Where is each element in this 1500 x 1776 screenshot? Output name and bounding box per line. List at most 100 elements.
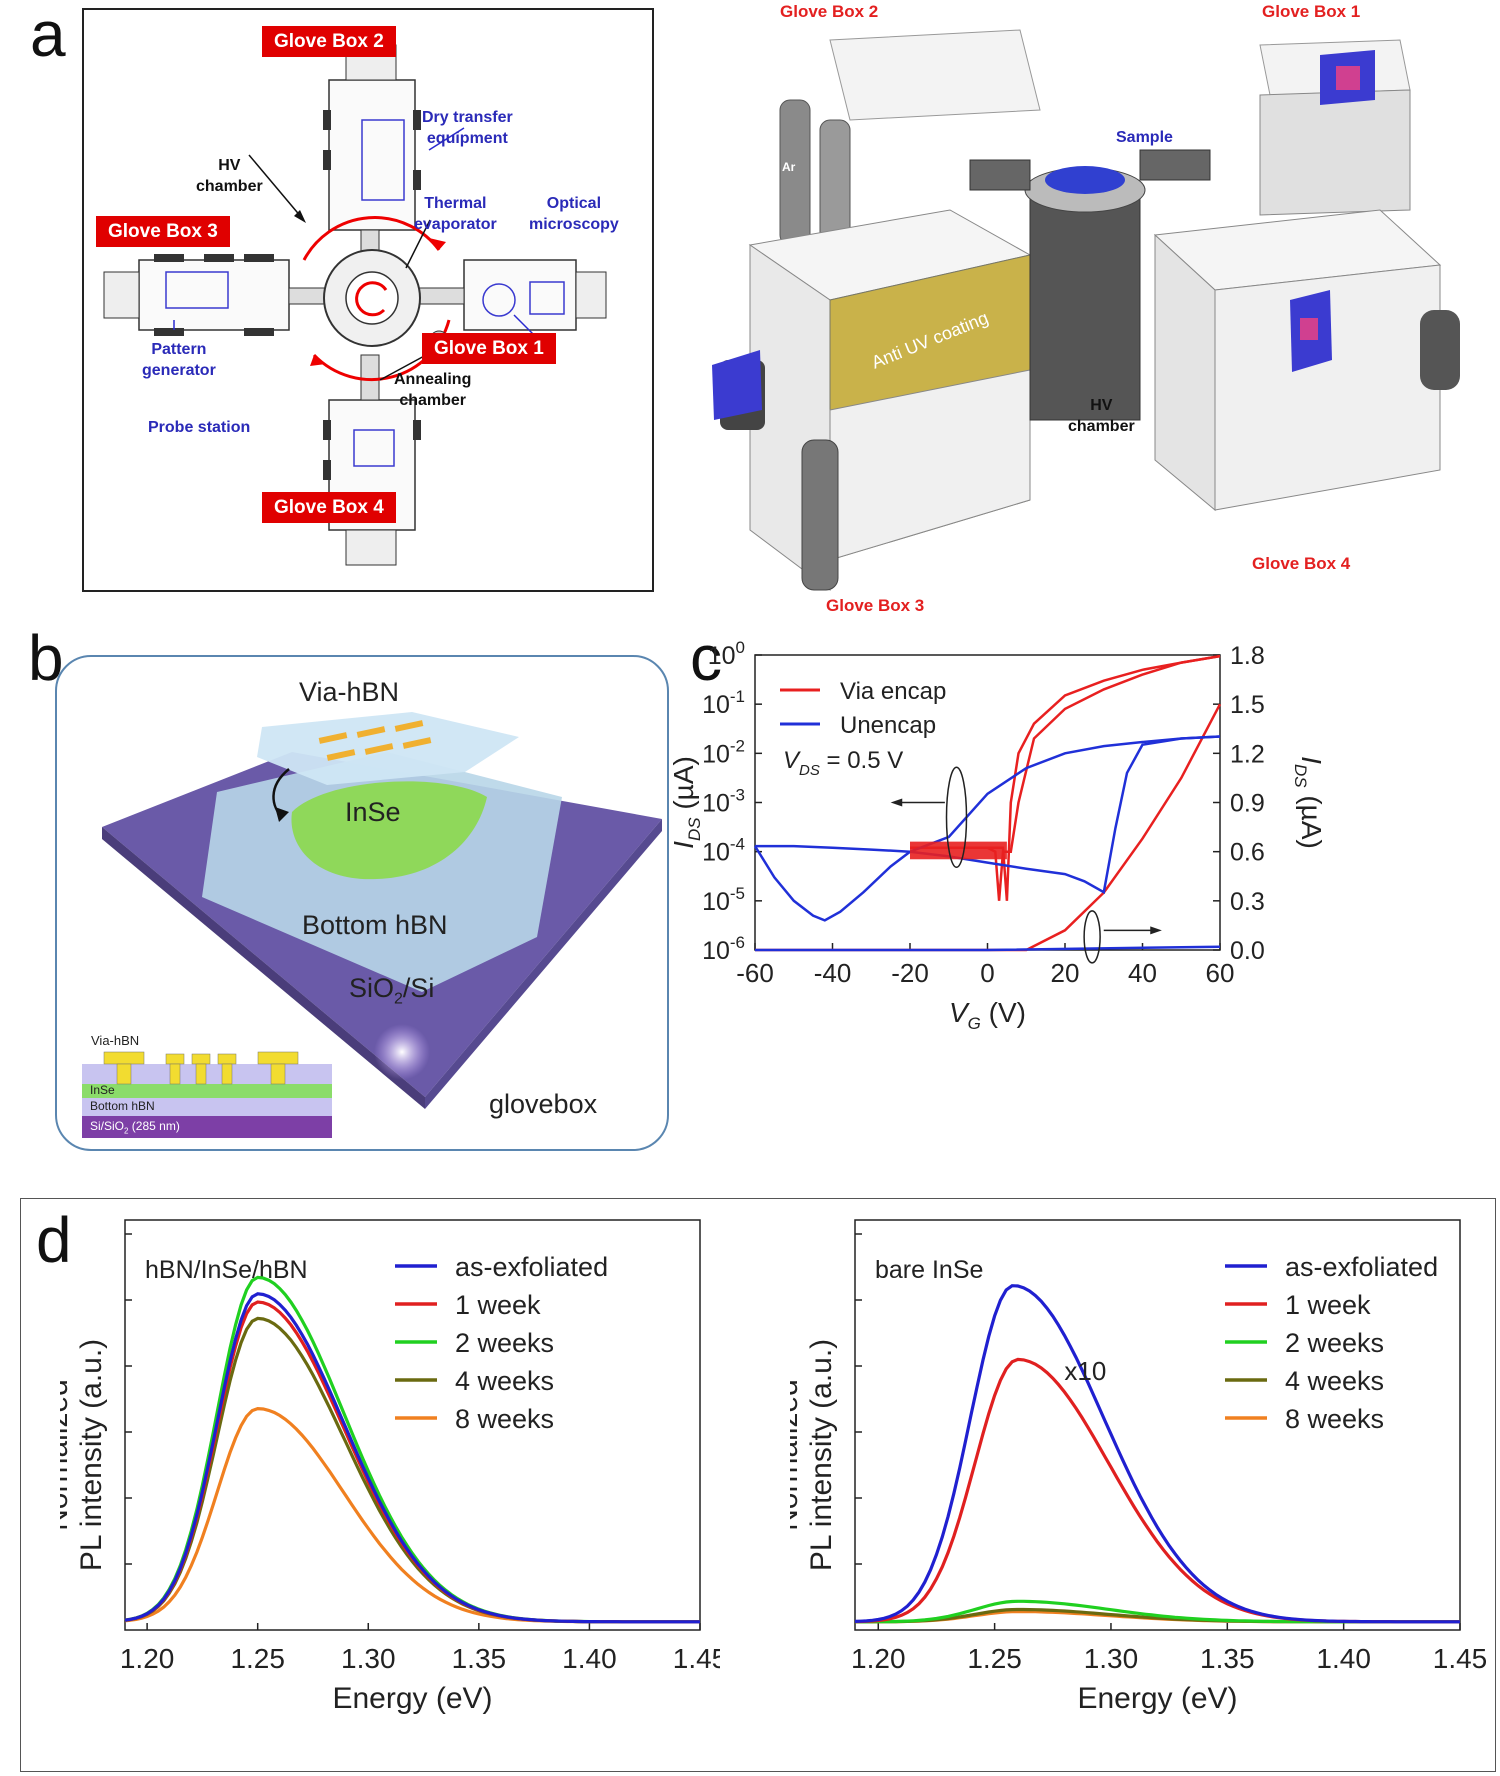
pl-curve <box>124 1300 700 1624</box>
linear-sweep <box>755 945 1221 952</box>
legend-label: 8 weeks <box>455 1404 554 1434</box>
right-axis-arrowhead <box>1150 926 1162 935</box>
annealing-chamber-label: Annealing chamber <box>394 371 472 409</box>
panel-label-a: a <box>30 0 66 70</box>
y-left-axis-label-var: I <box>668 841 699 849</box>
y-left-tick-base: 10 <box>702 937 730 965</box>
x-axis-label: VG (V) <box>949 997 1026 1033</box>
optical-microscopy-label: Optical microscopy <box>529 195 619 233</box>
y-right-tick-label: 0.9 <box>1230 790 1265 818</box>
pattern-generator-label: Pattern generator <box>142 341 216 379</box>
x-tick-label: -60 <box>736 958 774 988</box>
x-axis-label-unit: (V) <box>981 997 1026 1028</box>
inset-substrate-text: Si/SiO <box>90 1119 125 1133</box>
y-left-tick-exp: -2 <box>730 736 745 755</box>
y-right-axis-label-unit: (µA) <box>1296 788 1327 849</box>
chart-c-frame <box>754 654 1221 951</box>
pl-frame <box>854 1219 1461 1631</box>
x-tick-label: 40 <box>1128 958 1157 988</box>
x-tick-label: 1.45 <box>673 1643 720 1674</box>
pl-curve <box>124 1292 700 1624</box>
x-tick-label: 1.40 <box>1316 1643 1371 1674</box>
legend-label: 8 weeks <box>1285 1404 1384 1434</box>
log-reverse-sweep <box>910 654 1221 901</box>
x-tick-label: -40 <box>814 958 852 988</box>
sio2-si-label: SiO2/Si <box>349 973 434 1008</box>
chart-c-plot: -60 -40 -20 0 20 40 6010010-110-210-310-410-51… <box>668 640 1327 1033</box>
vds-annotation-sub: DS <box>799 762 820 779</box>
y-right-tick-label: 0.3 <box>1230 888 1265 916</box>
legend-label: Via encap <box>840 678 946 705</box>
pl-sample-title: hBN/InSe/hBN <box>145 1256 308 1284</box>
render-hv-chamber-label: HV chamber <box>1068 397 1135 435</box>
x-tick-label: 0 <box>980 958 994 988</box>
inset-inse-label: InSe <box>90 1083 115 1097</box>
transfer-curve-chart: -60 -40 -20 0 20 40 6010010-110-210-310-410-51… <box>668 640 1327 1033</box>
x-axis-label-sub: G <box>968 1014 981 1033</box>
y-left-tick-label: 100 <box>708 640 745 670</box>
x-tick-label: 1.20 <box>851 1643 906 1674</box>
y-left-tick-label: 10-3 <box>702 786 745 818</box>
via-encap-noise-band <box>910 841 1007 860</box>
render-glove-box-3-label: Glove Box 3 <box>826 596 925 615</box>
x-tick-label: 20 <box>1051 958 1080 988</box>
sio2-tail: /Si <box>402 973 435 1003</box>
y-left-tick-base: 10 <box>708 642 736 670</box>
y-left-tick-label: 10-2 <box>702 736 745 768</box>
legend-label: 4 weeks <box>1285 1366 1384 1396</box>
y-left-tick-base: 10 <box>702 691 730 719</box>
y-left-axis-label-sub: DS <box>685 817 704 841</box>
legend-label: 1 week <box>455 1290 541 1320</box>
sio2-sub: 2 <box>394 990 403 1008</box>
x-axis-label: Energy (eV) <box>332 1682 492 1715</box>
x-tick-label: 60 <box>1206 958 1235 988</box>
y-right-tick-label: 1.8 <box>1230 642 1265 670</box>
x-tick-label: 1.30 <box>341 1643 396 1674</box>
y-right-tick-label: 1.5 <box>1230 691 1265 719</box>
y-left-tick-exp: -6 <box>730 933 745 952</box>
inset-bottom-hbn-label: Bottom hBN <box>90 1099 155 1113</box>
panel-a-schematic: Glove Box 2 Glove Box 3 Glove Box 1 Glov… <box>82 8 654 592</box>
panel-label-c: c <box>690 622 722 694</box>
inset-substrate-tail: (285 nm) <box>128 1119 180 1133</box>
pl-curve <box>854 1357 1460 1624</box>
y-axis-label-line: PL intensity (a.u.) <box>805 1339 838 1571</box>
log-forward-sweep <box>910 654 1221 901</box>
x-tick-label: 1.25 <box>967 1643 1022 1674</box>
render-glove-box-2-label: Glove Box 2 <box>780 2 879 21</box>
glovebox-label: glovebox <box>489 1089 598 1119</box>
panel-label-d: d <box>36 1204 72 1276</box>
x-tick-label: 1.40 <box>562 1643 617 1674</box>
dry-transfer-label: Dry transfer equipment <box>422 109 513 147</box>
pl-sample-title: bare InSe <box>875 1256 983 1284</box>
schematic-glove-box-2-label: Glove Box 2 <box>262 26 396 57</box>
y-left-tick-exp: -3 <box>730 786 745 805</box>
y-right-tick-label: 0.6 <box>1230 839 1265 867</box>
legend-label: Unencap <box>840 712 936 739</box>
render-sample-label: Sample <box>1116 129 1173 146</box>
glovebox-3d-render <box>712 29 1460 591</box>
probe-station-label: Probe station <box>148 419 251 436</box>
glovebox-layout-diagram <box>103 44 607 566</box>
x-axis-label-var: V <box>949 997 970 1028</box>
panel-b-device-schematic: Via-hBN InSe Bottom hBN SiO2/Si glovebox… <box>55 655 669 1151</box>
y-left-tick-exp: -1 <box>730 687 745 706</box>
inset-substrate-label: Si/SiO2 (285 nm) <box>90 1119 180 1135</box>
bottom-hbn-label: Bottom hBN <box>302 910 448 940</box>
panel-d-frame <box>20 1198 1496 1772</box>
pl-plot: 1.20 1.25 1.30 1.35 1.40 1.45 Energy (eV) Norma… <box>60 1219 720 1715</box>
y-right-axis-label-var: I <box>1296 756 1327 764</box>
pl-spectra-encapsulated-chart: 1.20 1.25 1.30 1.35 1.40 1.45 Energy (eV) Norma… <box>60 1219 720 1715</box>
y-left-tick-label: 10-4 <box>702 835 745 867</box>
y-left-tick-label: 10-5 <box>702 884 745 916</box>
x-tick-label: 1.20 <box>120 1643 175 1674</box>
y-axis-label-line: Normalized <box>790 1379 804 1531</box>
pl-curve <box>854 1284 1460 1624</box>
y-left-tick-base: 10 <box>702 888 730 916</box>
y-right-tick-label: 0.0 <box>1230 937 1265 965</box>
x-tick-label: 1.35 <box>1200 1643 1255 1674</box>
y-left-axis-label: IDS (µA) <box>668 756 704 849</box>
y-left-tick-exp: -4 <box>730 835 745 854</box>
y-axis-label-line: PL intensity (a.u.) <box>75 1339 108 1571</box>
y-left-tick-label: 10-6 <box>702 933 745 965</box>
